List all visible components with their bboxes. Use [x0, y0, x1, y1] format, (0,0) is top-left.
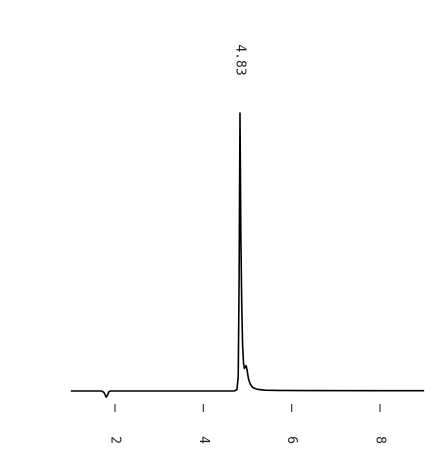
- peak-label: 4.83: [232, 44, 247, 75]
- x-tick-label-8: 8: [373, 436, 388, 444]
- chromatogram-trace-0: [70, 112, 425, 398]
- annotation-layer: 4.83: [232, 44, 247, 75]
- x-tick-label-6: 6: [284, 436, 299, 444]
- x-tick-label-4: 4: [196, 436, 211, 444]
- series-layer: [70, 112, 425, 398]
- x-axis: 2 4 6 8: [108, 404, 388, 444]
- x-tick-label-2: 2: [108, 436, 123, 444]
